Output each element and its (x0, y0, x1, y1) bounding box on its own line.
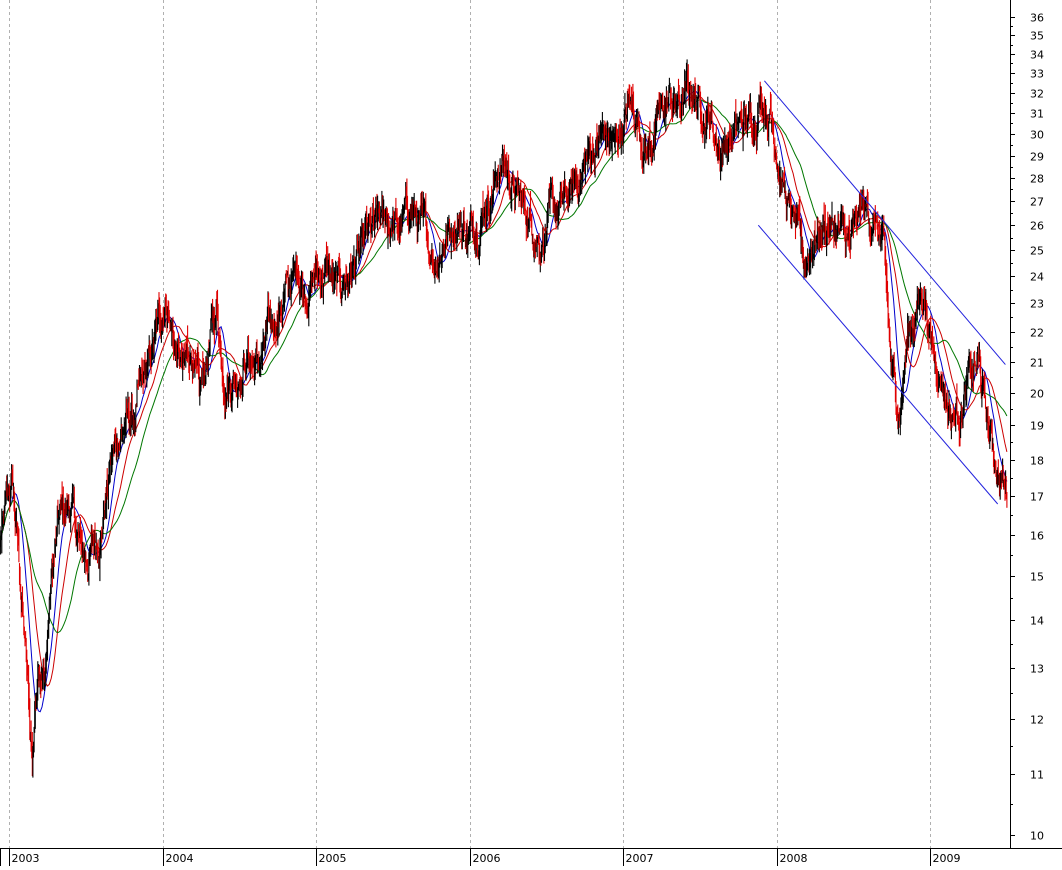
x-tick-label: 2008 (780, 852, 808, 865)
y-tick-label: 23 (1030, 298, 1044, 311)
y-tick-label: 26 (1030, 220, 1044, 233)
y-tick-label: 22 (1030, 327, 1044, 340)
y-tick-label: 30 (1030, 129, 1044, 142)
moving-average-line (0, 99, 1008, 633)
y-tick-label: 27 (1030, 196, 1044, 209)
channel-lower-line (757, 224, 999, 505)
y-tick-label: 15 (1030, 571, 1044, 584)
y-tick-label: 29 (1030, 151, 1044, 164)
y-tick-label: 10 (1030, 830, 1044, 843)
y-tick-label: 32 (1030, 88, 1044, 101)
trend-channel (757, 80, 1006, 505)
y-tick-label: 33 (1030, 68, 1044, 81)
y-tick-label: 17 (1030, 491, 1044, 504)
moving-averages (0, 90, 1008, 713)
x-tick-label: 2005 (319, 852, 347, 865)
x-tick-label: 2004 (166, 852, 194, 865)
y-tick-label: 18 (1030, 455, 1044, 468)
y-tick-label: 21 (1030, 357, 1044, 370)
y-tick-label: 16 (1030, 530, 1044, 543)
channel-upper-line (764, 80, 1006, 365)
y-tick-label: 11 (1030, 769, 1044, 782)
y-tick-label: 12 (1030, 714, 1044, 727)
y-tick-label: 24 (1030, 271, 1044, 284)
y-tick-label: 14 (1030, 615, 1044, 628)
y-tick-label: 35 (1030, 30, 1044, 43)
y-tick-label: 25 (1030, 245, 1044, 258)
moving-average-line (0, 90, 1008, 713)
y-tick-label: 20 (1030, 388, 1044, 401)
y-tick-label: 28 (1030, 173, 1044, 186)
x-tick-label: 2003 (12, 852, 40, 865)
grid-lines (9, 0, 931, 848)
y-tick-label: 19 (1030, 420, 1044, 433)
moving-average-line (0, 96, 1008, 687)
y-tick-label: 36 (1030, 12, 1044, 25)
y-tick-label: 13 (1030, 663, 1044, 676)
price-bars (0, 59, 1008, 778)
x-tick-label: 2006 (473, 852, 501, 865)
y-tick-label: 34 (1030, 49, 1044, 62)
x-tick-label: 2009 (933, 852, 961, 865)
y-tick-label: 31 (1030, 108, 1044, 121)
x-tick-label: 2007 (626, 852, 654, 865)
